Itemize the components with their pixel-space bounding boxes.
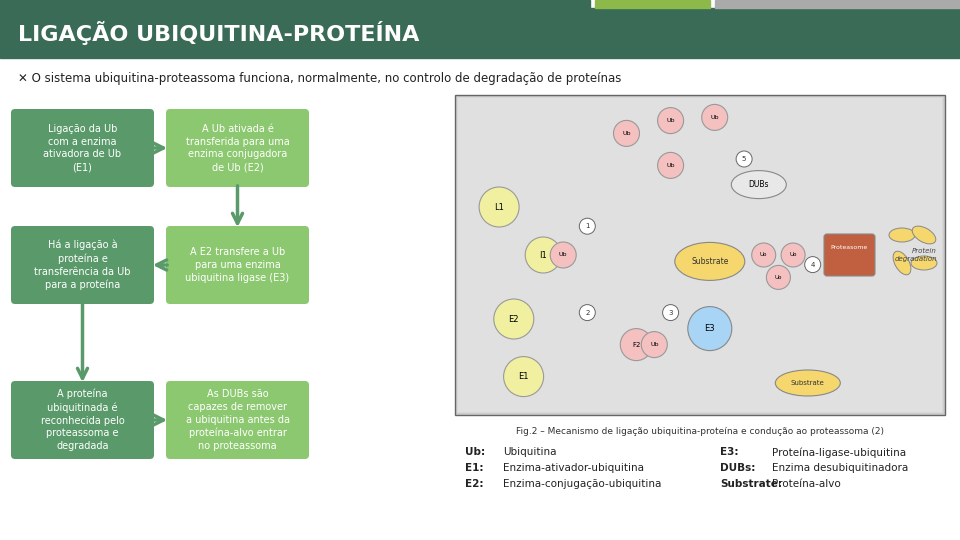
Circle shape bbox=[804, 256, 821, 273]
Text: Ub: Ub bbox=[666, 163, 675, 168]
Bar bbox=[458, 98, 942, 412]
FancyBboxPatch shape bbox=[166, 109, 309, 187]
Text: F2: F2 bbox=[632, 342, 640, 348]
FancyBboxPatch shape bbox=[11, 109, 154, 187]
Text: A Ub ativada é
transferida para uma
enzima conjugadora
de Ub (E2): A Ub ativada é transferida para uma enzi… bbox=[185, 124, 289, 172]
Text: As DUBs são
capazes de remover
a ubiquitina antes da
proteína-alvo entrar
no pro: As DUBs são capazes de remover a ubiquit… bbox=[185, 389, 290, 451]
Text: Ub:: Ub: bbox=[465, 447, 485, 457]
Text: Há a ligação à
proteína e
transferência da Ub
para a proteína: Há a ligação à proteína e transferência … bbox=[35, 240, 131, 290]
Circle shape bbox=[766, 265, 790, 289]
Bar bbox=[595, 0, 710, 8]
Ellipse shape bbox=[732, 171, 786, 199]
Text: 2: 2 bbox=[585, 309, 589, 315]
Circle shape bbox=[493, 299, 534, 339]
Text: A E2 transfere a Ub
para uma enzima
ubiquitina ligase (E3): A E2 transfere a Ub para uma enzima ubiq… bbox=[185, 247, 290, 283]
Text: Ub: Ub bbox=[760, 253, 767, 258]
Text: 4: 4 bbox=[810, 261, 815, 268]
Text: Substrate:: Substrate: bbox=[720, 479, 782, 489]
Text: Ub: Ub bbox=[622, 131, 631, 136]
Text: Proteína-ligase-ubiquitina: Proteína-ligase-ubiquitina bbox=[772, 447, 906, 457]
Text: Ub: Ub bbox=[710, 115, 719, 120]
Text: I1: I1 bbox=[540, 251, 547, 260]
FancyBboxPatch shape bbox=[166, 381, 309, 459]
Text: Enzima-conjugação-ubiquitina: Enzima-conjugação-ubiquitina bbox=[503, 479, 661, 489]
Text: 5: 5 bbox=[742, 156, 746, 162]
Circle shape bbox=[658, 152, 684, 178]
Circle shape bbox=[781, 243, 805, 267]
Circle shape bbox=[736, 151, 752, 167]
Circle shape bbox=[687, 307, 732, 350]
Circle shape bbox=[752, 243, 776, 267]
Bar bbox=[455, 95, 945, 415]
Text: Fig.2 – Mecanismo de ligação ubiquitina-proteína e condução ao proteassoma (2): Fig.2 – Mecanismo de ligação ubiquitina-… bbox=[516, 427, 884, 436]
FancyBboxPatch shape bbox=[166, 226, 309, 304]
Text: Ubiquitina: Ubiquitina bbox=[503, 447, 557, 457]
Text: Enzima desubiquitinadora: Enzima desubiquitinadora bbox=[772, 463, 908, 473]
Text: Proteasome: Proteasome bbox=[830, 245, 868, 250]
Circle shape bbox=[641, 332, 667, 357]
Circle shape bbox=[662, 305, 679, 321]
FancyBboxPatch shape bbox=[11, 226, 154, 304]
Text: E1:: E1: bbox=[465, 463, 484, 473]
Circle shape bbox=[613, 120, 639, 146]
Text: L1: L1 bbox=[494, 202, 504, 212]
FancyBboxPatch shape bbox=[11, 381, 154, 459]
Text: 3: 3 bbox=[668, 309, 673, 315]
Circle shape bbox=[550, 242, 576, 268]
Text: Substrate: Substrate bbox=[691, 257, 729, 266]
Bar bbox=[0, 0, 590, 8]
Text: Ub: Ub bbox=[559, 253, 567, 258]
Circle shape bbox=[658, 107, 684, 133]
Text: 1: 1 bbox=[585, 223, 589, 229]
Circle shape bbox=[579, 305, 595, 321]
FancyBboxPatch shape bbox=[824, 234, 875, 276]
Bar bbox=[0, 8, 960, 58]
Text: Ub: Ub bbox=[775, 275, 782, 280]
Bar bbox=[715, 0, 960, 8]
Text: LIGAÇÃO UBIQUITINA-PROTEÍNA: LIGAÇÃO UBIQUITINA-PROTEÍNA bbox=[18, 21, 420, 45]
Circle shape bbox=[525, 237, 562, 273]
Text: E2:: E2: bbox=[465, 479, 484, 489]
Text: ✕ O sistema ubiquitina-proteassoma funciona, normalmente, no controlo de degrada: ✕ O sistema ubiquitina-proteassoma funci… bbox=[18, 72, 621, 85]
Bar bbox=[457, 97, 943, 413]
Ellipse shape bbox=[893, 251, 911, 275]
Text: A proteína
ubiquitinada é
reconhecida pelo
proteassoma e
degradada: A proteína ubiquitinada é reconhecida pe… bbox=[40, 389, 125, 451]
Text: Ub: Ub bbox=[650, 342, 659, 347]
Text: DUBs:: DUBs: bbox=[720, 463, 756, 473]
Circle shape bbox=[479, 187, 519, 227]
Ellipse shape bbox=[912, 226, 936, 244]
Text: Enzima-ativador-ubiquitina: Enzima-ativador-ubiquitina bbox=[503, 463, 644, 473]
Text: E3:: E3: bbox=[720, 447, 738, 457]
Ellipse shape bbox=[675, 242, 745, 280]
Text: E3: E3 bbox=[705, 324, 715, 333]
Circle shape bbox=[620, 329, 652, 361]
Text: DUBs: DUBs bbox=[749, 180, 769, 189]
Text: Proteína-alvo: Proteína-alvo bbox=[772, 479, 841, 489]
Ellipse shape bbox=[889, 228, 915, 242]
Ellipse shape bbox=[911, 256, 937, 270]
Circle shape bbox=[702, 104, 728, 130]
Text: E1: E1 bbox=[518, 372, 529, 381]
Text: Ub: Ub bbox=[789, 253, 797, 258]
Ellipse shape bbox=[776, 370, 840, 396]
Circle shape bbox=[504, 356, 543, 396]
Text: Ligação da Ub
com a enzima
ativadora de Ub
(E1): Ligação da Ub com a enzima ativadora de … bbox=[43, 124, 122, 172]
Text: Substrate: Substrate bbox=[791, 380, 825, 386]
Circle shape bbox=[579, 218, 595, 234]
Text: E2: E2 bbox=[509, 314, 519, 323]
Text: Protein
degradation: Protein degradation bbox=[895, 248, 937, 261]
Text: Ub: Ub bbox=[666, 118, 675, 123]
